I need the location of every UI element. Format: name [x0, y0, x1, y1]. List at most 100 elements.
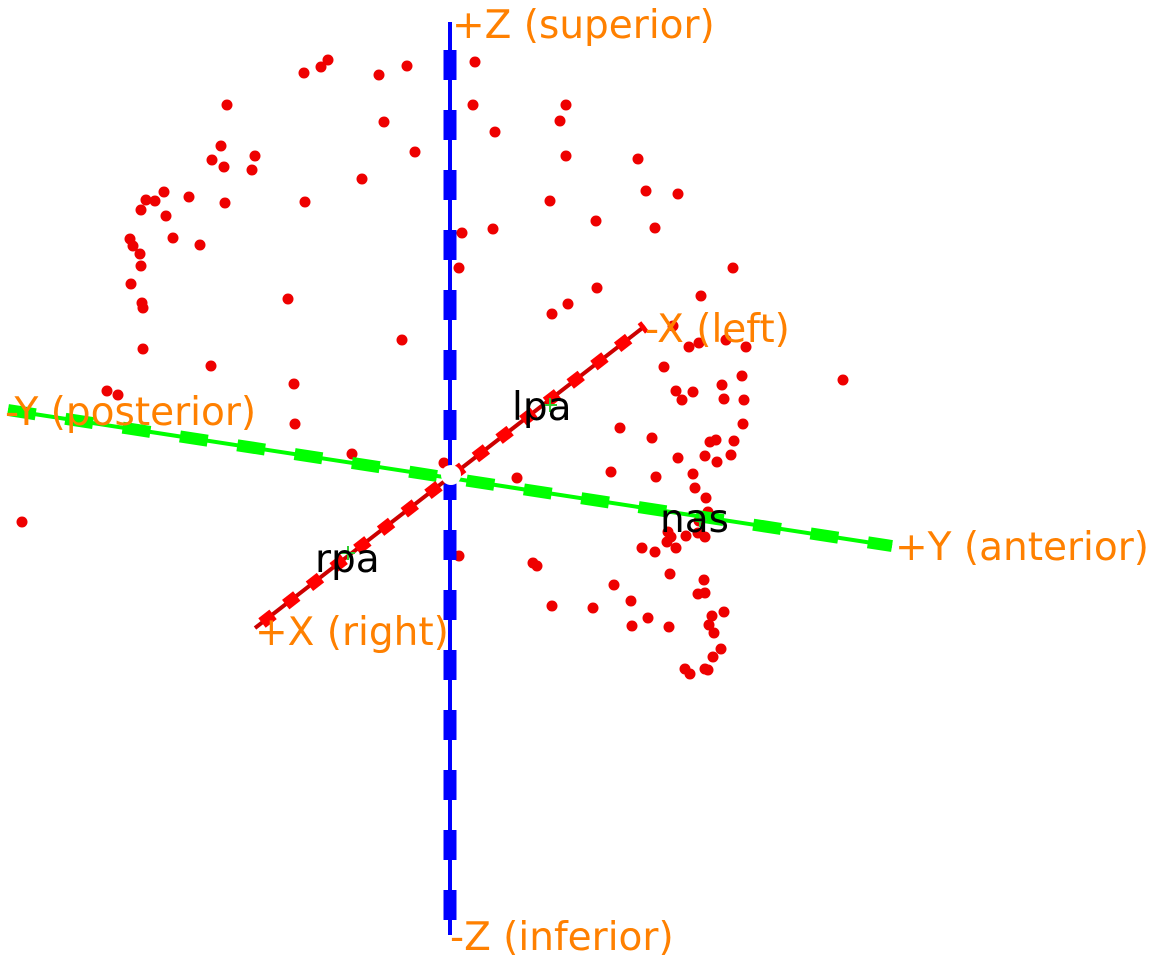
head-point — [249, 150, 261, 162]
head-point — [684, 668, 696, 680]
head-point — [693, 337, 705, 349]
head-point — [727, 262, 739, 274]
head-point — [687, 468, 699, 480]
head-point — [720, 334, 732, 346]
head-point — [112, 389, 124, 401]
head-point — [625, 595, 637, 607]
head-point — [544, 195, 556, 207]
head-point — [672, 452, 684, 464]
head-point — [288, 378, 300, 390]
head-point — [640, 185, 652, 197]
head-point — [101, 385, 113, 397]
axis-label: -Y (posterior) — [5, 390, 256, 435]
head-point — [438, 457, 450, 469]
axis-label: +Z (superior) — [452, 3, 715, 48]
head-point — [740, 341, 752, 353]
head-point — [158, 186, 170, 198]
head-point — [467, 99, 479, 111]
head-point — [298, 67, 310, 79]
head-point — [560, 99, 572, 111]
head-point — [658, 361, 670, 373]
head-point — [221, 99, 233, 111]
head-point — [401, 60, 413, 72]
head-point — [282, 293, 294, 305]
head-point — [135, 204, 147, 216]
head-point — [134, 248, 146, 260]
head-point — [680, 530, 692, 542]
head-point — [246, 164, 258, 176]
head-point — [456, 227, 468, 239]
head-point — [219, 197, 231, 209]
head-point — [737, 418, 749, 430]
head-point — [396, 334, 408, 346]
head-point — [356, 173, 368, 185]
head-point — [702, 664, 714, 676]
head-point — [546, 600, 558, 612]
head-point — [700, 492, 712, 504]
head-point — [315, 61, 327, 73]
head-point — [378, 116, 390, 128]
head-point — [642, 612, 654, 624]
head-point — [322, 54, 334, 66]
head-point — [605, 466, 617, 478]
fiducial-label: lpa — [512, 385, 572, 430]
head-point — [672, 188, 684, 200]
head-point — [661, 536, 673, 548]
axis-label: -Z (inferior) — [450, 915, 674, 960]
head-point — [614, 422, 626, 434]
head-point — [140, 194, 152, 206]
head-point — [738, 394, 750, 406]
head-point — [489, 126, 501, 138]
head-point — [591, 282, 603, 294]
nas-marker — [693, 513, 707, 527]
head-point — [608, 579, 620, 591]
head-point — [667, 320, 679, 332]
rpa-marker — [341, 546, 355, 560]
head-point — [699, 531, 711, 543]
head-point — [636, 542, 648, 554]
head-point — [560, 150, 572, 162]
head-point — [650, 471, 662, 483]
head-point — [487, 223, 499, 235]
head-point — [626, 620, 638, 632]
head-point — [703, 619, 715, 631]
head-point — [689, 482, 701, 494]
head-point — [699, 587, 711, 599]
head-point — [718, 606, 730, 618]
head-point — [632, 153, 644, 165]
head-point — [587, 602, 599, 614]
fiducial-label: nas — [660, 497, 729, 542]
head-point — [699, 450, 711, 462]
head-point — [715, 643, 727, 655]
head-point — [718, 393, 730, 405]
head-point — [205, 360, 217, 372]
head-point — [649, 546, 661, 558]
head-point — [469, 56, 481, 68]
fiducial-label: rpa — [315, 537, 380, 582]
head-point — [531, 560, 543, 572]
head-point — [167, 232, 179, 244]
head-point — [663, 621, 675, 633]
head-point — [710, 434, 722, 446]
head-point — [16, 516, 28, 528]
head-point — [670, 542, 682, 554]
head-point — [670, 385, 682, 397]
head-point — [289, 418, 301, 430]
head-point — [299, 196, 311, 208]
head-point — [562, 298, 574, 310]
head-point — [716, 379, 728, 391]
head-point — [409, 146, 421, 158]
head-point — [706, 610, 718, 622]
head-point — [453, 262, 465, 274]
fiducial-markers — [341, 398, 707, 560]
head-point — [127, 240, 139, 252]
head-point — [695, 290, 707, 302]
head-point — [683, 341, 695, 353]
head-point — [736, 370, 748, 382]
lpa-marker — [543, 398, 557, 412]
head-point — [554, 115, 566, 127]
head-point — [698, 574, 710, 586]
head-point — [511, 472, 523, 484]
head-point — [646, 432, 658, 444]
head-point — [546, 308, 558, 320]
